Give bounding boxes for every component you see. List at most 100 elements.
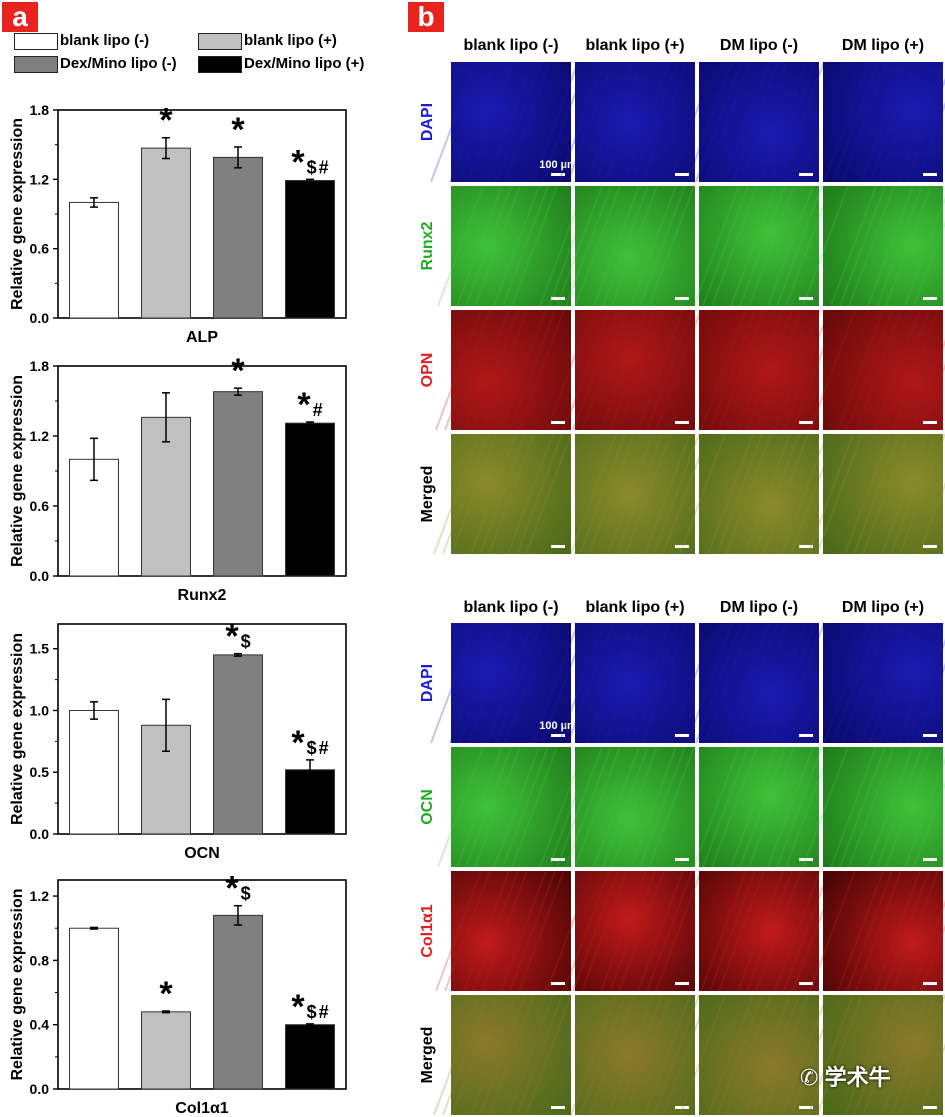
tile-texture [732, 622, 779, 744]
tile-texture [816, 433, 863, 555]
tile-texture [456, 746, 503, 868]
tile-texture [648, 746, 695, 868]
tile-texture [737, 870, 784, 992]
tile-texture [442, 433, 489, 555]
wechat-icon: ✆ [800, 1065, 819, 1090]
tile-texture [723, 622, 770, 744]
tile-texture [862, 994, 909, 1116]
legend-swatch-blank-pos [198, 33, 242, 50]
tile-texture [556, 185, 603, 307]
significance-label: * [159, 102, 173, 140]
micrograph-tile [699, 62, 819, 182]
tile-texture [885, 185, 932, 307]
tile-texture [637, 870, 684, 992]
significance-label: * $ # [291, 988, 328, 1026]
tile-texture [574, 185, 621, 307]
tile-texture [753, 433, 800, 555]
ytick-label: 1.2 [30, 888, 50, 904]
tile-texture [841, 622, 888, 744]
significance-label: * # [297, 386, 322, 424]
scale-bar [799, 858, 813, 861]
bar-0 [69, 458, 119, 577]
ylabel: Relative gene expression [9, 633, 26, 825]
tile-texture [881, 994, 928, 1116]
tile-texture [718, 309, 765, 431]
tile-texture [832, 61, 879, 183]
watermark-text: 学术牛 [824, 1065, 891, 1090]
tile-texture [437, 746, 484, 868]
ytick-label: 0.0 [30, 568, 50, 584]
tile-texture [655, 870, 702, 992]
ytick-label: 0.6 [30, 498, 50, 514]
tile-texture [876, 746, 923, 868]
tile-texture [897, 61, 944, 183]
tile-texture [558, 622, 605, 744]
micrograph-tile [699, 871, 819, 991]
micrograph-tile [823, 623, 943, 743]
tile-texture [892, 870, 939, 992]
tile-texture [883, 870, 930, 992]
tile-texture [718, 870, 765, 992]
tile-texture [748, 746, 795, 868]
scale-bar [923, 421, 937, 424]
ylabel: Relative gene expression [9, 375, 26, 567]
tile-texture [899, 994, 945, 1116]
tile-texture [579, 994, 626, 1116]
scale-bar [923, 734, 937, 737]
tile-texture [641, 61, 688, 183]
legend-label-dm-pos: Dex/Mino lipo (+) [244, 55, 365, 72]
micrograph-tile [823, 871, 943, 991]
tile-texture [881, 433, 928, 555]
tile-texture [507, 994, 554, 1116]
significance-label: * $ [225, 870, 250, 908]
micrograph-tile [699, 310, 819, 430]
tile-texture [593, 185, 640, 307]
tile-texture [846, 870, 893, 992]
tile-texture [486, 61, 533, 183]
micrograph-tile [451, 871, 571, 991]
tile-texture [567, 622, 614, 744]
tile-texture [467, 61, 514, 183]
bar-2 [213, 391, 263, 577]
bar-3 [285, 422, 335, 577]
scale-bar [675, 545, 689, 548]
tile-texture [809, 309, 856, 431]
ytick-label: 1.2 [30, 428, 50, 444]
tile-texture [837, 870, 884, 992]
bar-0 [69, 709, 119, 835]
scale-bar [551, 173, 565, 176]
tile-texture [646, 309, 693, 431]
tile-texture [616, 994, 663, 1116]
tile-texture [507, 433, 554, 555]
tile-texture [874, 870, 921, 992]
tile-texture [504, 61, 551, 183]
bar-0 [69, 927, 119, 1090]
significance-label: * $ # [291, 143, 328, 181]
micrograph-tile [451, 186, 571, 306]
significance-label: * $ # [291, 724, 328, 762]
scale-bar [551, 734, 565, 737]
significance-label: * [231, 111, 245, 149]
tile-texture [630, 746, 677, 868]
bar-0 [69, 201, 119, 319]
tile-texture [830, 185, 877, 307]
tile-texture [707, 994, 754, 1116]
tile-texture [748, 185, 795, 307]
column-header: DM lipo (+) [842, 37, 924, 54]
tile-texture [430, 61, 477, 183]
scale-bar [675, 982, 689, 985]
tile-texture [588, 994, 635, 1116]
tile-texture [911, 339, 945, 431]
tile-texture [746, 870, 793, 992]
tile-texture [511, 185, 558, 307]
micrograph-tile [451, 747, 571, 867]
tile-texture [911, 900, 945, 992]
significance-label: * $ [225, 618, 250, 656]
row-label: Col1α1 [419, 904, 436, 958]
panel-a-letter: a [2, 2, 38, 32]
tile-texture [823, 622, 870, 744]
tile-texture [516, 994, 563, 1116]
tile-texture [481, 309, 528, 431]
ytick-label: 0.5 [30, 764, 50, 780]
micrograph-tile [699, 747, 819, 867]
